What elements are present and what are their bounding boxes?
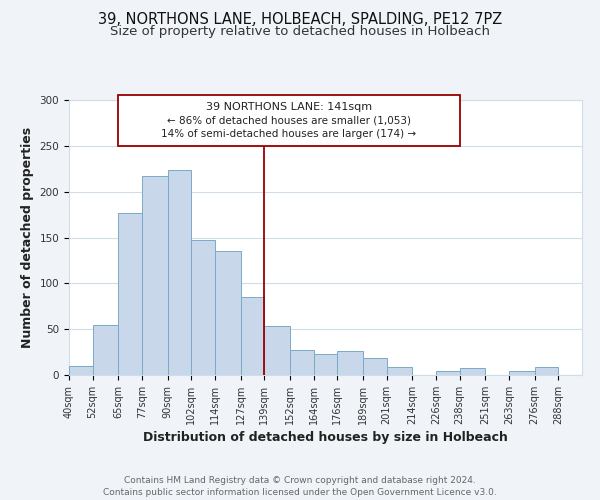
Y-axis label: Number of detached properties: Number of detached properties bbox=[21, 127, 34, 348]
Text: 39, NORTHONS LANE, HOLBEACH, SPALDING, PE12 7PZ: 39, NORTHONS LANE, HOLBEACH, SPALDING, P… bbox=[98, 12, 502, 28]
Bar bbox=[535, 367, 559, 375]
Bar bbox=[290, 350, 314, 375]
Bar bbox=[386, 367, 412, 375]
X-axis label: Distribution of detached houses by size in Holbeach: Distribution of detached houses by size … bbox=[143, 431, 508, 444]
Bar bbox=[215, 251, 241, 375]
Text: Size of property relative to detached houses in Holbeach: Size of property relative to detached ho… bbox=[110, 25, 490, 38]
Bar bbox=[241, 297, 265, 375]
FancyBboxPatch shape bbox=[118, 96, 460, 146]
Text: ← 86% of detached houses are smaller (1,053): ← 86% of detached houses are smaller (1,… bbox=[167, 116, 411, 126]
Bar bbox=[142, 176, 167, 375]
Text: Contains public sector information licensed under the Open Government Licence v3: Contains public sector information licen… bbox=[103, 488, 497, 497]
Bar bbox=[436, 372, 460, 375]
Bar bbox=[191, 240, 215, 375]
Bar bbox=[363, 358, 386, 375]
Bar bbox=[509, 372, 535, 375]
Bar bbox=[314, 354, 337, 375]
Text: Contains HM Land Registry data © Crown copyright and database right 2024.: Contains HM Land Registry data © Crown c… bbox=[124, 476, 476, 485]
Bar bbox=[337, 351, 363, 375]
Bar bbox=[69, 366, 92, 375]
Bar bbox=[460, 368, 485, 375]
Bar bbox=[92, 324, 118, 375]
Bar bbox=[118, 213, 142, 375]
Bar bbox=[167, 170, 191, 375]
Text: 39 NORTHONS LANE: 141sqm: 39 NORTHONS LANE: 141sqm bbox=[206, 102, 372, 112]
Text: 14% of semi-detached houses are larger (174) →: 14% of semi-detached houses are larger (… bbox=[161, 129, 416, 139]
Bar bbox=[265, 326, 290, 375]
